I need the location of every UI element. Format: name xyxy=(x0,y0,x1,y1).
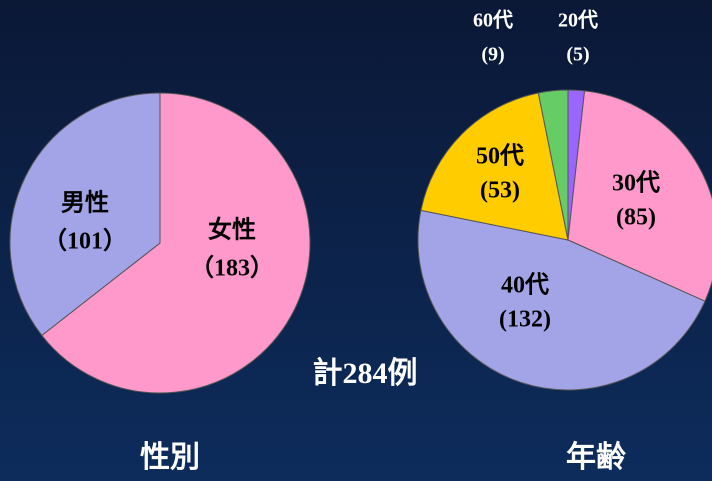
slice-value-label: (53) xyxy=(480,178,520,204)
slice-value-label: (5) xyxy=(566,44,589,66)
slice-label: 20代 xyxy=(558,9,598,32)
slice-label: 30代 xyxy=(612,170,660,197)
annotation: 計284例 xyxy=(313,356,418,390)
slice-label: 男性 xyxy=(61,190,109,217)
slice-value-label: （183） xyxy=(190,255,274,282)
pie-slice xyxy=(420,92,569,241)
slice-value-label: （101） xyxy=(43,228,127,255)
pie-slice xyxy=(567,90,712,302)
chart-title: 性別 xyxy=(140,441,200,474)
chart-title: 年齢 xyxy=(566,440,626,474)
slice-value-label: (9) xyxy=(481,44,504,66)
slice-label: 60代 xyxy=(473,9,513,32)
pie-slice xyxy=(537,89,569,241)
slice-value-label: (132) xyxy=(499,307,551,333)
pie-slice xyxy=(9,92,161,337)
pie-slice xyxy=(41,92,311,394)
slice-label: 女性 xyxy=(208,216,256,244)
pie-slice xyxy=(417,209,706,391)
slice-label: 50代 xyxy=(476,143,524,170)
slice-value-label: (85) xyxy=(616,205,656,231)
slice-label: 40代 xyxy=(501,272,549,299)
